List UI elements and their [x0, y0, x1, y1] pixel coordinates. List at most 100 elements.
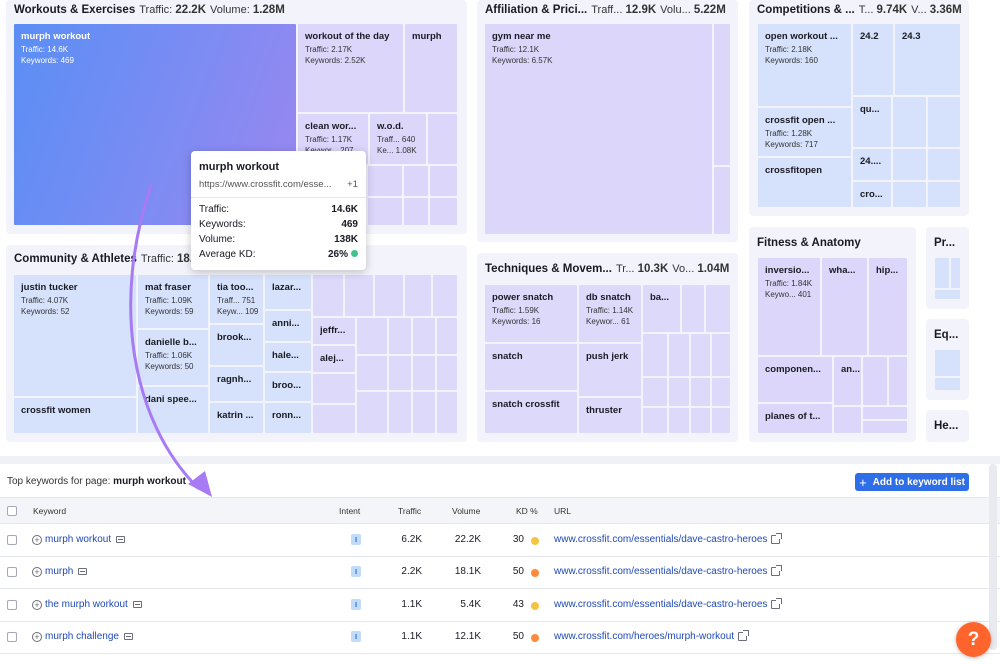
url-text[interactable]: www.crossfit.com/essentials/dave-castro-… [554, 599, 768, 610]
cell-justin-tucker[interactable]: justin tucker Traffic: 4.07K Keywords: 5… [14, 275, 136, 396]
cell-small[interactable] [313, 275, 343, 316]
cell-tia[interactable]: tia too... Traff... 751 Keyw... 109 [210, 275, 263, 323]
add-circle-icon[interactable]: + [32, 534, 42, 545]
cell-mat-fraser[interactable]: mat fraser Traffic: 1.09K Keywords: 59 [138, 275, 208, 328]
cell-small[interactable] [413, 392, 435, 433]
row-checkbox[interactable] [7, 600, 17, 610]
url-link[interactable]: www.crossfit.com/essentials/dave-castro-… [554, 533, 783, 545]
cell-small[interactable] [863, 421, 907, 433]
url-link[interactable]: www.crossfit.com/essentials/dave-castro-… [554, 598, 783, 610]
cell-small[interactable] [437, 356, 457, 390]
add-circle-icon[interactable]: + [32, 599, 42, 610]
cell-cro[interactable]: cro... [853, 182, 891, 207]
cell-small[interactable] [389, 356, 411, 390]
help-button[interactable]: ? [956, 622, 991, 657]
add-circle-icon[interactable]: + [32, 631, 42, 642]
cell-wod2[interactable]: w.o.d. Traff... 640 Ke... 1.08K [370, 114, 426, 164]
keyword-text[interactable]: murph challenge [45, 631, 119, 642]
cell-small[interactable] [951, 258, 960, 288]
cell-an[interactable]: an... [834, 357, 861, 405]
url-link[interactable]: www.crossfit.com/heroes/murph-workout [554, 630, 750, 642]
cell-small[interactable] [928, 182, 960, 207]
cell-small[interactable] [404, 198, 428, 225]
cell-hale[interactable]: hale... [265, 343, 311, 371]
add-circle-icon[interactable]: + [32, 566, 42, 577]
cell-small[interactable] [712, 378, 730, 406]
url-text[interactable]: www.crossfit.com/essentials/dave-castro-… [554, 566, 768, 577]
cell-small[interactable] [669, 408, 689, 433]
col-traffic[interactable]: Traffic [398, 506, 422, 516]
row-checkbox[interactable] [7, 567, 17, 577]
cell-small[interactable] [389, 318, 411, 354]
cell-small[interactable] [893, 97, 926, 147]
add-to-keyword-list-button[interactable]: + Add to keyword list [855, 473, 969, 491]
cell-anni[interactable]: anni... [265, 311, 311, 341]
tooltip-more[interactable]: +1 [347, 179, 358, 190]
cell-thruster[interactable]: thruster [579, 398, 641, 433]
cell-small[interactable] [368, 198, 402, 225]
cell-open-workout[interactable]: open workout ... Traffic: 2.18K Keywords… [758, 24, 851, 106]
cell-small[interactable] [313, 374, 355, 403]
cell-small[interactable] [691, 408, 710, 433]
cell-small[interactable] [437, 318, 457, 354]
serp-icon[interactable] [123, 633, 133, 640]
row-checkbox[interactable] [7, 535, 17, 545]
keyword-link[interactable]: + murph [32, 566, 88, 577]
cell-small[interactable] [928, 97, 960, 147]
keyword-text[interactable]: murph [45, 566, 74, 577]
cell-small[interactable] [404, 166, 428, 196]
cell-small[interactable] [893, 182, 926, 207]
cell-small[interactable] [357, 392, 387, 433]
url-link[interactable]: www.crossfit.com/essentials/dave-castro-… [554, 565, 783, 577]
keyword-link[interactable]: + murph workout [32, 534, 126, 545]
cell-small[interactable] [691, 378, 710, 406]
cell-push-jerk[interactable]: push jerk [579, 344, 641, 396]
cell-qu[interactable]: qu... [853, 97, 891, 147]
cell-small[interactable] [691, 334, 710, 376]
cell-jeffr[interactable]: jeffr... [313, 318, 355, 344]
external-link-icon[interactable] [771, 565, 783, 576]
keyword-link[interactable]: + the murph workout [32, 599, 142, 610]
cell-crossfitopen[interactable]: crossfitopen [758, 158, 851, 207]
url-text[interactable]: www.crossfit.com/essentials/dave-castro-… [554, 534, 768, 545]
url-text[interactable]: www.crossfit.com/heroes/murph-workout [554, 631, 735, 642]
cell-ronn[interactable]: ronn... [265, 403, 311, 433]
keyword-text[interactable]: murph workout [45, 534, 112, 545]
tooltip-url[interactable]: https://www.crossfit.com/esse... [199, 179, 332, 190]
cell-small[interactable] [834, 407, 861, 433]
cell-ba[interactable]: ba... [643, 285, 680, 332]
col-intent[interactable]: Intent [339, 506, 361, 516]
cell-small[interactable] [714, 24, 730, 165]
keyword-link[interactable]: + murph challenge [32, 631, 133, 642]
col-kd[interactable]: KD % [516, 506, 538, 516]
cell-small[interactable] [313, 405, 355, 433]
keyword-text[interactable]: the murph workout [45, 599, 128, 610]
cell-db-snatch[interactable]: db snatch Traffic: 1.14K Keywor... 61 [579, 285, 641, 342]
cell-small[interactable] [437, 392, 457, 433]
external-link-icon[interactable] [738, 630, 750, 641]
cell-broo[interactable]: broo... [265, 373, 311, 401]
cell-small[interactable] [669, 378, 689, 406]
cell-small[interactable] [893, 149, 926, 180]
serp-icon[interactable] [132, 601, 142, 608]
cell-dani[interactable]: dani spee... [138, 387, 208, 433]
cell-small[interactable] [643, 334, 667, 376]
cell-ragnh[interactable]: ragnh... [210, 367, 263, 401]
cell-small[interactable] [889, 357, 907, 405]
cell-small[interactable] [714, 167, 730, 234]
cell-hip[interactable]: hip... [869, 258, 907, 355]
cell-small[interactable] [712, 408, 730, 433]
cell-small[interactable] [405, 275, 431, 316]
cell-wod[interactable]: workout of the day Traffic: 2.17K Keywor… [298, 24, 403, 112]
cell-small[interactable] [357, 356, 387, 390]
cell-katrin[interactable]: katrin ... [210, 403, 263, 433]
cell-small[interactable] [863, 407, 907, 419]
cell-brook[interactable]: brook... [210, 325, 263, 365]
cell-small[interactable] [433, 275, 457, 316]
row-checkbox[interactable] [7, 632, 17, 642]
cell-snatch[interactable]: snatch [485, 344, 577, 390]
cell-crossfit-open[interactable]: crossfit open ... Traffic: 1.28K Keyword… [758, 108, 851, 156]
cell-small[interactable] [413, 356, 435, 390]
cell-snatch-crossfit[interactable]: snatch crossfit [485, 392, 577, 433]
cell-small[interactable] [430, 198, 457, 225]
